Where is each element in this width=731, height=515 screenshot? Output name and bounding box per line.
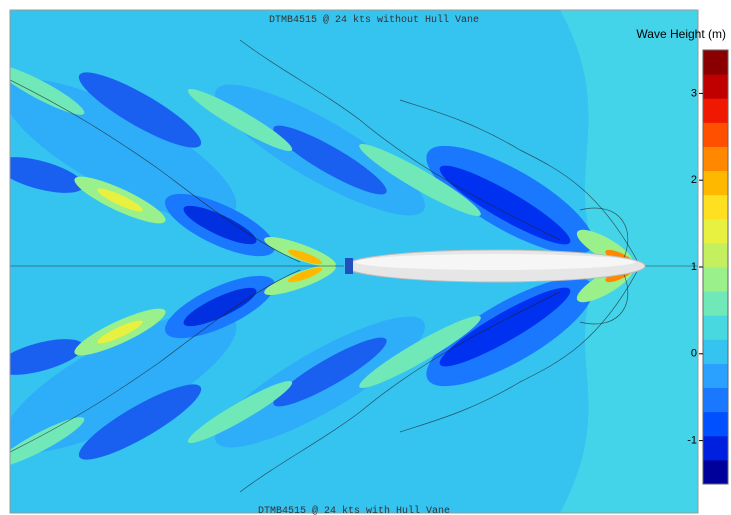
colorbar-step — [703, 194, 728, 220]
colorbar-tick-label: 1 — [691, 261, 697, 273]
colorbar-step — [703, 387, 728, 413]
colorbar-tick-label: 0 — [691, 348, 697, 360]
colorbar-step — [703, 315, 728, 340]
colorbar-step — [703, 435, 728, 461]
colorbar-step — [703, 98, 728, 123]
colorbar-step — [703, 267, 728, 292]
colorbar-step — [703, 339, 728, 364]
colorbar-step — [703, 363, 728, 389]
colorbar-tick-label: -1 — [687, 435, 697, 447]
colorbar-tick-label: 3 — [691, 87, 697, 99]
colorbar-step — [703, 411, 728, 437]
top-caption: DTMB4515 @ 24 kts without Hull Vane — [269, 14, 479, 26]
wave-field — [10, 10, 698, 513]
colorbar-step — [703, 170, 728, 196]
colorbar-tick-label: 2 — [691, 174, 697, 186]
colorbar-step — [703, 122, 728, 147]
plot-frame — [9, 9, 699, 514]
colorbar-step — [703, 218, 728, 244]
colorbar-step — [703, 459, 728, 485]
colorbar-step — [703, 242, 728, 268]
colorbar-step — [703, 50, 728, 75]
colorbar-step — [703, 74, 728, 99]
colorbar: 3 2 1 0 -1 — [687, 49, 729, 485]
colorbar-step — [703, 146, 728, 172]
colorbar-label: Wave Height (m) — [636, 27, 726, 41]
bottom-caption: DTMB4515 @ 24 kts with Hull Vane — [258, 505, 450, 515]
colorbar-step — [703, 291, 728, 316]
